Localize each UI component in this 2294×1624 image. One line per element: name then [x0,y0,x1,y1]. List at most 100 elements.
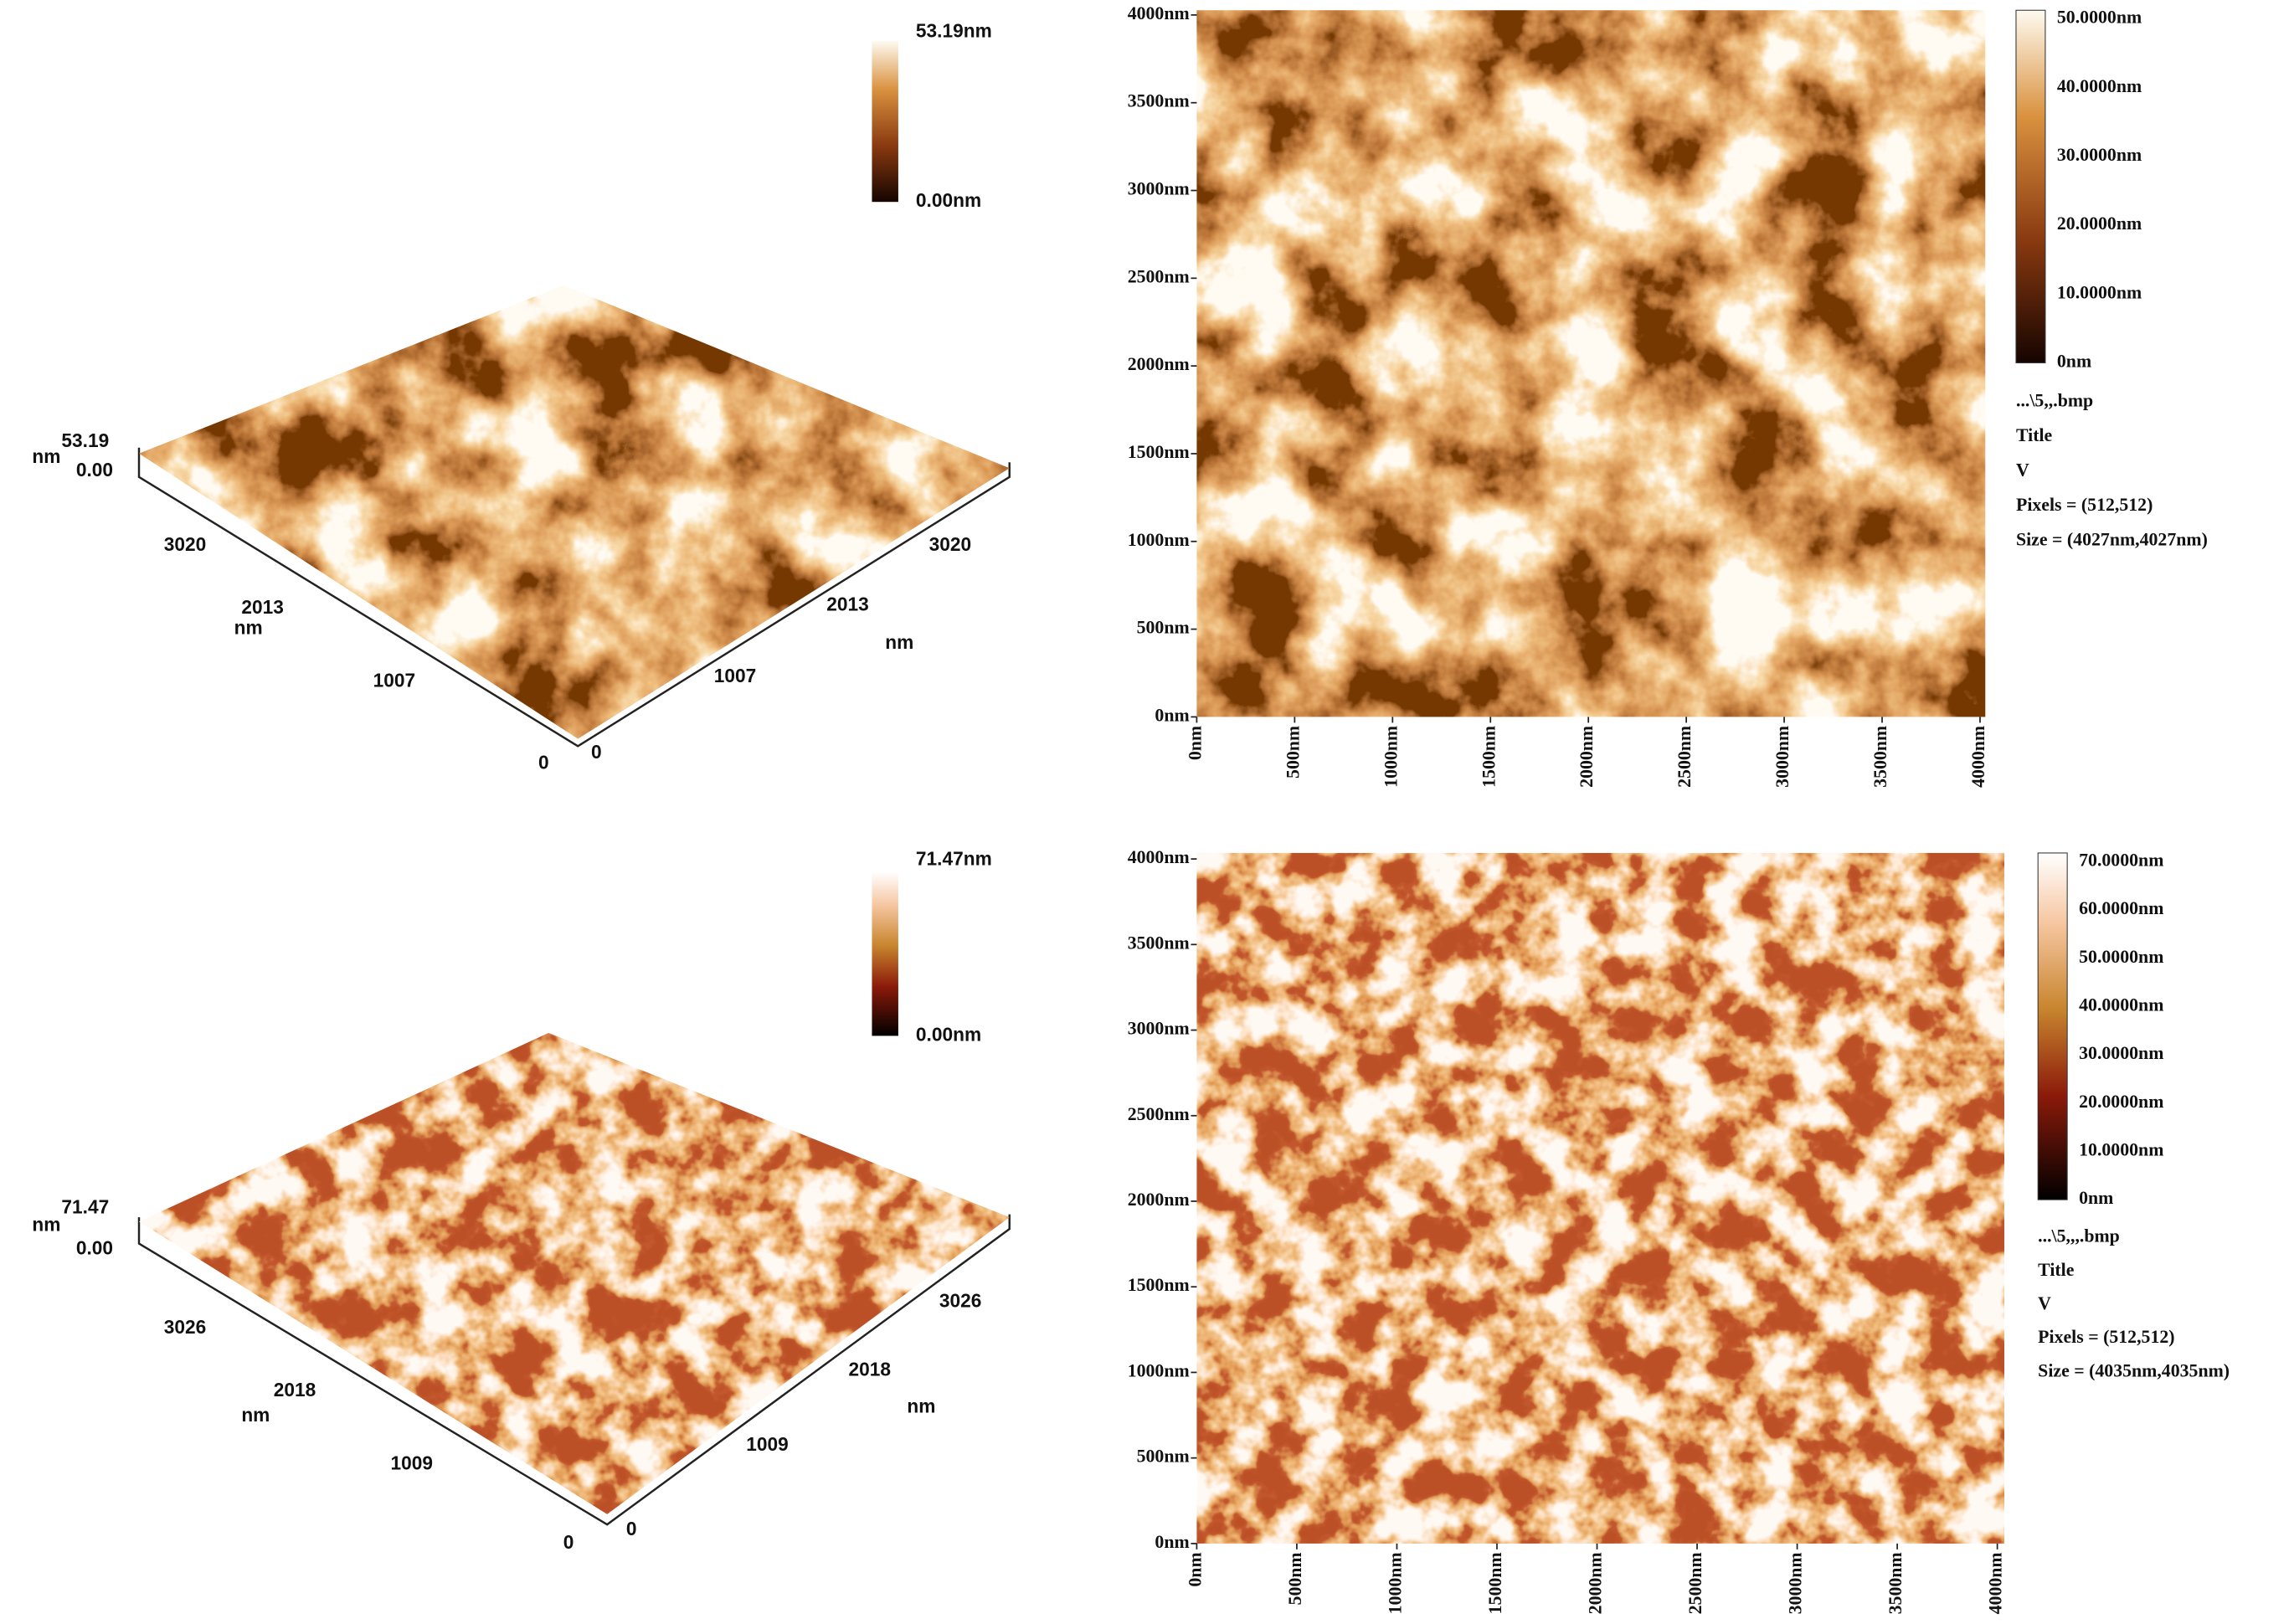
colorbar-label: 40.0000nm [2079,994,2163,1015]
axis-tick-label: 3026 [939,1289,982,1311]
info-line: Pixels = (512,512) [2038,1327,2174,1347]
axis-tick-label: 2013 [826,594,869,615]
axis-tick-label: 1009 [391,1452,434,1473]
colorbar-label: 0.00nm [916,189,981,211]
colorbar-label: 50.0000nm [2057,8,2142,28]
x-tick-label: 0nm [1185,1552,1205,1586]
axis-tick-label: 1009 [746,1433,789,1455]
axis-tick-label: 3020 [164,533,207,555]
colorbar-label: 0nm [2079,1188,2113,1208]
colorbar-label: 60.0000nm [2079,898,2163,918]
x-tick-label: 500nm [1283,726,1303,779]
x-tick-label: 2500nm [1685,1552,1705,1614]
y-tick-label: 1000nm [1128,530,1190,550]
y-tick-label: 0nm [1155,1532,1189,1552]
y-tick-label: 4000nm [1128,3,1190,23]
z-axis-label: 53.19 [61,429,109,451]
axis-unit: nm [241,1404,270,1426]
x-tick-label: 3000nm [1772,726,1793,788]
info-line: ...\5,,.bmp [2016,391,2093,411]
x-tick-label: 4000nm [1986,1552,2006,1614]
y-tick-label: 3000nm [1128,1019,1190,1039]
info-line: ...\5,,,.bmp [2038,1226,2120,1246]
z-axis-label: 71.47 [61,1196,109,1218]
surface-base [137,447,1011,748]
colorbar-label: 10.0000nm [2057,282,2142,302]
info-line: Size = (4027nm,4027nm) [2016,529,2208,549]
x-tick-label: 3500nm [1885,1552,1906,1614]
axis-unit: nm [907,1395,935,1416]
height-map [1196,852,2005,1544]
y-tick-label: 3500nm [1128,933,1190,953]
axis-tick-label: 2018 [274,1379,316,1400]
colorbar [2015,9,2046,363]
axis-unit: nm [234,617,263,639]
colorbar-label: 0.00nm [916,1023,981,1045]
colorbar-label: 53.19nm [916,19,992,41]
axis-tick-label: 0 [626,1518,637,1539]
info-line: V [2038,1293,2051,1313]
x-tick-label: 500nm [1285,1552,1305,1605]
x-tick-label: 1000nm [1385,1552,1405,1614]
y-tick-label: 2500nm [1128,266,1190,286]
y-tick-label: 2500nm [1128,1104,1190,1124]
x-tick-label: 2000nm [1576,726,1597,788]
axis-tick-label: 2018 [849,1359,892,1380]
x-tick-label: 2500nm [1674,726,1695,788]
colorbar-label: 30.0000nm [2079,1043,2163,1063]
x-tick-label: 1500nm [1479,726,1499,788]
axis-tick-label: 1007 [714,665,757,686]
surface-3d [139,285,1010,739]
x-tick-label: 3000nm [1786,1552,1806,1614]
colorbar-label: 50.0000nm [2079,947,2163,967]
colorbar-label: 40.0000nm [2057,76,2142,96]
height-map [1196,10,1986,717]
x-tick-label: 0nm [1185,726,1205,760]
colorbar-label: 71.47nm [916,848,992,870]
z-axis-label: 0.00 [76,459,113,481]
axis-tick-label: 2013 [241,596,284,618]
axis-tick-label: 0 [591,741,602,763]
x-tick-label: 4000nm [1968,726,1988,788]
axis-tick-label: 3020 [929,533,972,555]
axis-tick-label: 0 [563,1531,574,1553]
y-tick-label: 1000nm [1128,1360,1190,1380]
colorbar-label: 10.0000nm [2079,1139,2163,1159]
y-tick-label: 3500nm [1128,91,1190,111]
surface-3d [139,1032,1010,1514]
y-tick-label: 2000nm [1128,354,1190,374]
axis-tick-label: 1007 [373,669,416,691]
y-tick-label: 4000nm [1128,847,1190,867]
colorbar-label: 30.0000nm [2057,145,2142,165]
info-line: Size = (4035nm,4035nm) [2038,1360,2230,1380]
z-axis-unit: nm [32,445,60,467]
y-tick-label: 500nm [1137,618,1190,638]
y-tick-label: 500nm [1137,1447,1190,1467]
x-tick-label: 1500nm [1485,1552,1505,1614]
info-line: Title [2038,1260,2075,1280]
colorbar [872,40,898,203]
surface-base [137,1214,1011,1526]
colorbar-label: 20.0000nm [2079,1092,2163,1112]
info-line: V [2016,460,2029,480]
colorbar-label: 70.0000nm [2079,850,2163,870]
info-line: Pixels = (512,512) [2016,495,2153,515]
colorbar [2037,852,2068,1200]
y-tick-label: 1500nm [1128,442,1190,462]
axis-tick-label: 3026 [164,1316,207,1338]
x-tick-label: 2000nm [1586,1552,1606,1614]
z-axis-unit: nm [32,1214,60,1236]
z-axis-label: 0.00 [76,1237,113,1259]
colorbar [872,871,898,1036]
x-tick-label: 1000nm [1381,726,1401,788]
axis-tick-label: 0 [538,751,549,773]
axis-unit: nm [885,631,913,653]
y-tick-label: 3000nm [1128,179,1190,199]
y-tick-label: 0nm [1155,705,1189,725]
colorbar-label: 20.0000nm [2057,213,2142,234]
colorbar-label: 0nm [2057,351,2091,371]
info-line: Title [2016,425,2053,445]
x-tick-label: 3500nm [1870,726,1890,788]
